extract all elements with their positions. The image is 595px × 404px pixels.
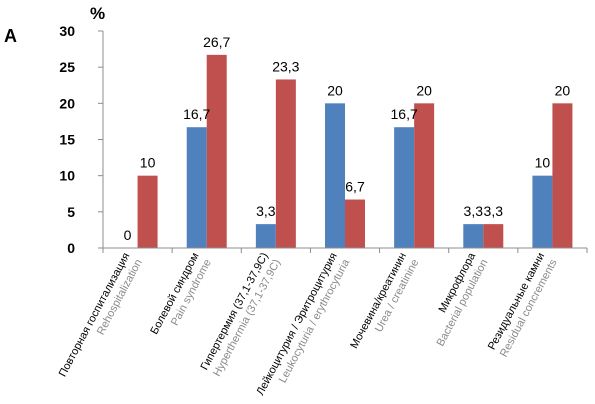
bar-series-1 bbox=[463, 224, 484, 248]
y-tick-label: 30 bbox=[59, 23, 75, 39]
y-tick-label: 25 bbox=[59, 59, 75, 75]
data-label: 10 bbox=[535, 155, 551, 171]
data-label: 26,7 bbox=[203, 34, 230, 50]
bar-series-2 bbox=[206, 54, 227, 249]
data-label: 3,3 bbox=[484, 203, 504, 219]
y-tick-label: 20 bbox=[59, 95, 75, 111]
x-category: Повторная госпитализацияRehospitalizatio… bbox=[57, 251, 145, 379]
bar-series-2 bbox=[414, 103, 435, 248]
bar-series-1 bbox=[532, 175, 553, 248]
bar-series-2 bbox=[137, 175, 158, 248]
bar-series-2 bbox=[552, 103, 573, 248]
bar-series-2 bbox=[345, 199, 365, 248]
data-label: 0 bbox=[124, 227, 132, 243]
panel-label: A bbox=[4, 26, 17, 46]
x-axis-categories: Повторная госпитализацияRehospitalizatio… bbox=[57, 250, 560, 397]
data-label: 16,7 bbox=[391, 106, 418, 122]
data-label: 6,7 bbox=[345, 179, 365, 195]
bar-series-1 bbox=[325, 103, 345, 248]
data-label: 23,3 bbox=[272, 58, 299, 74]
data-label: 10 bbox=[140, 155, 156, 171]
axes bbox=[102, 31, 588, 253]
data-label: 20 bbox=[416, 82, 432, 98]
y-tick-label: 10 bbox=[59, 168, 75, 184]
y-tick-label: 0 bbox=[67, 240, 75, 256]
bar-series-1 bbox=[255, 224, 276, 248]
bar-series-2 bbox=[483, 224, 504, 248]
bar-series-2 bbox=[275, 79, 296, 248]
data-label: 20 bbox=[555, 82, 571, 98]
data-label: 3,3 bbox=[464, 203, 484, 219]
y-unit-label: % bbox=[90, 4, 105, 23]
data-labels: 0 16,7 3,3 20 16,7 3,3 10 10 26,7 23,3 6,7 20 3,3 20 bbox=[124, 34, 571, 243]
y-axis-ticks: 0 5 10 15 20 25 30 bbox=[59, 23, 103, 256]
y-tick-label: 15 bbox=[59, 132, 75, 148]
data-label: 20 bbox=[327, 82, 343, 98]
data-label: 16,7 bbox=[183, 106, 210, 122]
bar-series-1 bbox=[394, 127, 415, 248]
bar-series-1 bbox=[186, 127, 207, 248]
y-tick-label: 5 bbox=[67, 204, 75, 220]
x-category-label-en: Leukocyturia / erythrocyturia bbox=[277, 257, 353, 385]
x-category-label-ru: Повторная госпитализация bbox=[57, 251, 133, 379]
data-label: 3,3 bbox=[256, 203, 276, 219]
bars bbox=[137, 54, 573, 249]
